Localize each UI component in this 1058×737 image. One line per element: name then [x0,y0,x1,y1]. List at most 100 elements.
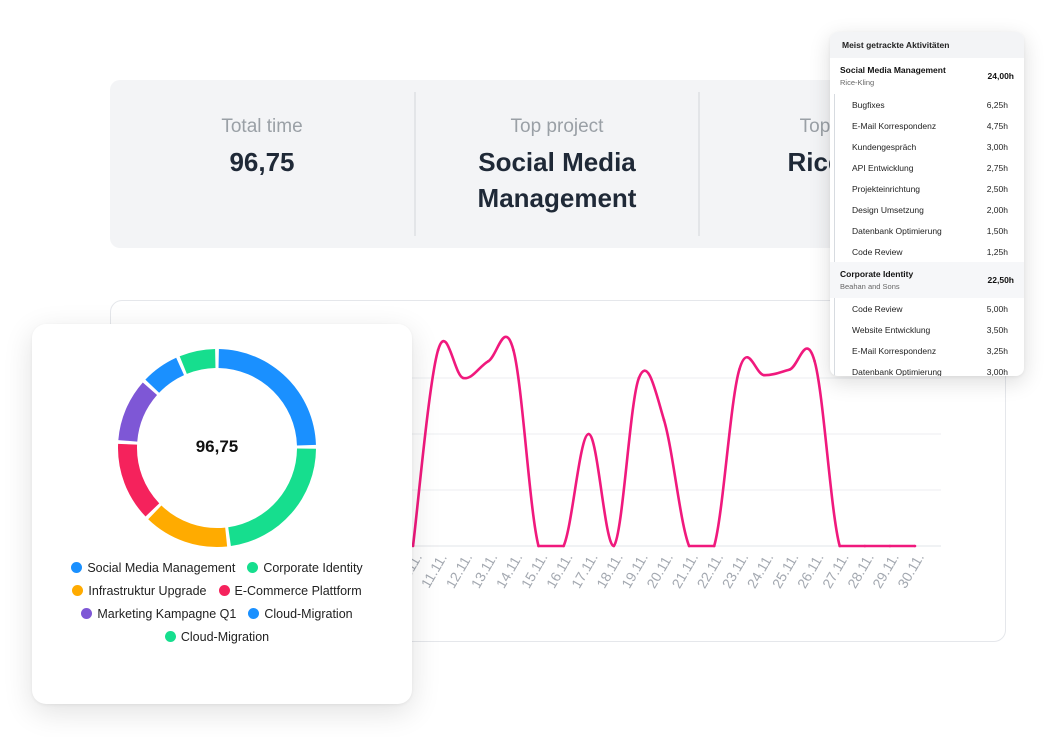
data-point[interactable] [612,544,616,548]
legend-item[interactable]: Corporate Identity [247,561,363,575]
project-total: 24,00h [987,71,1014,81]
activity-hours: 2,00h [986,204,1008,215]
donut-chart [118,349,316,547]
legend-label: E-Commerce Plattform [234,583,362,598]
donut-segment[interactable] [228,448,316,547]
project-info: Social Media Management Rice-Kling [840,65,946,87]
data-point[interactable] [637,376,641,380]
legend-item[interactable]: Infrastruktur Upgrade [72,584,207,598]
data-point[interactable] [436,348,440,352]
stat-top-project: Top project Social Media Management [416,80,698,248]
legend-label: Social Media Management [87,560,236,575]
data-point[interactable] [487,359,490,363]
data-point[interactable] [738,368,741,371]
activity-row[interactable]: Code Review 5,00h [834,298,1024,319]
activity-label: E-Mail Korrespondenz [852,345,937,356]
project-total: 22,50h [987,275,1014,285]
data-point[interactable] [537,544,540,548]
donut-segment[interactable] [179,349,216,374]
activity-label: Website Entwicklung [852,324,931,335]
stats-strip: Total time 96,75 Top project Social Medi… [110,80,870,248]
stat-value: 96,75 [229,147,295,177]
data-point[interactable] [562,544,565,548]
activity-row[interactable]: Website Entwicklung 3,50h [834,319,1024,340]
legend-item[interactable]: Marketing Kampagne Q1 [81,607,236,621]
divider [414,92,416,236]
activity-row[interactable]: Kundengespräch 3,00h [834,136,1024,157]
data-point[interactable] [813,359,816,363]
donut-segment[interactable] [118,443,160,517]
activity-label: E-Mail Korrespondenz [852,120,937,131]
stat-value-line: Management [477,183,637,213]
activities-panel[interactable]: Meist getrackte Aktivitäten Social Media… [830,32,1024,376]
project-name: Corporate Identity [840,269,914,279]
legend-dot [248,608,260,619]
project-row[interactable]: Social Media Management Rice-Kling 24,00h [830,58,1024,94]
data-point[interactable] [838,544,841,548]
data-point[interactable] [863,544,867,548]
activity-label: Kundengespräch [852,141,917,152]
stat-total-time: Total time 96,75 [110,80,414,248]
data-point[interactable] [461,376,465,380]
legend-dot [164,631,176,642]
legend-row: Marketing Kampagne Q1 Cloud-Migration [32,602,402,625]
activity-hours: 6,25h [986,99,1008,110]
data-point[interactable] [411,544,415,548]
donut-segment[interactable] [118,382,158,442]
data-point[interactable] [587,432,590,436]
project-row[interactable]: Corporate Identity Beahan and Sons 22,50h [830,262,1024,298]
activity-hours: 3,00h [986,141,1008,152]
legend-dot [218,585,230,596]
data-point[interactable] [913,544,917,548]
data-point[interactable] [712,544,716,548]
activity-row[interactable]: E-Mail Korrespondenz 4,75h [834,115,1024,136]
activity-hours: 5,00h [986,303,1008,314]
stat-label: Top [799,116,831,137]
activity-row[interactable]: Code Review 1,25h [834,241,1024,262]
panel-title: Meist getrackte Aktivitäten [830,32,1024,58]
activity-row[interactable]: API Entwicklung 2,75h [834,157,1024,178]
activity-row[interactable]: Design Umsetzung 2,00h [834,199,1024,220]
activity-row[interactable]: Datenbank Optimierung 3,00h [834,361,1024,376]
legend-item[interactable]: E-Commerce Plattform [218,583,362,598]
legend-dot [72,585,84,596]
legend-item[interactable]: Cloud-Migration [248,606,353,621]
legend-label: Cloud-Migration [264,606,353,621]
activity-row[interactable]: E-Mail Korrespondenz 3,25h [834,340,1024,361]
activity-hours: 3,00h [986,366,1008,377]
legend-item[interactable]: Social Media Management [71,561,235,575]
divider [698,92,700,236]
data-point[interactable] [687,544,691,548]
data-point[interactable] [662,418,666,422]
activity-hours: 3,50h [986,324,1008,335]
donut-card: 96,75 Social Media Management Corporate I… [32,324,412,704]
donut-segment[interactable] [148,505,228,547]
activity-label: Code Review [852,303,903,314]
donut-segment[interactable] [218,349,316,446]
project-client: Rice-Kling [840,78,875,87]
activity-row[interactable]: Projekteinrichtung 2,50h [834,178,1024,199]
project-name: Social Media Management [840,65,946,75]
data-point[interactable] [888,544,892,548]
legend-dot [247,562,259,573]
data-point[interactable] [788,368,791,371]
legend-label: Marketing Kampagne Q1 [97,606,237,621]
legend-dot [71,562,83,573]
legend-dot [81,608,93,619]
data-point[interactable] [512,348,515,352]
stat-label: Top project [510,116,604,137]
activity-row[interactable]: Datenbank Optimierung 1,50h [834,220,1024,241]
project-client: Beahan and Sons [840,282,900,291]
panel-body: Social Media Management Rice-Kling 24,00h B… [830,58,1024,376]
x-tick-label: 30.11. [894,550,927,591]
activity-hours: 2,75h [986,162,1008,173]
activity-row[interactable]: Bugfixes 6,25h [834,94,1024,115]
stat-value-line: Social Media [478,147,636,177]
data-point[interactable] [763,373,766,377]
legend-row: Social Media Management Corporate Identit… [32,556,402,579]
activity-hours: 2,50h [986,183,1008,194]
legend-item[interactable]: Cloud-Migration [164,630,269,644]
donut-total: 96,75 [195,437,239,456]
donut-segment[interactable] [145,357,185,393]
line-chart: 10.11.11.11.12.11.13.11.14.11.15.11.16.1… [392,335,941,591]
